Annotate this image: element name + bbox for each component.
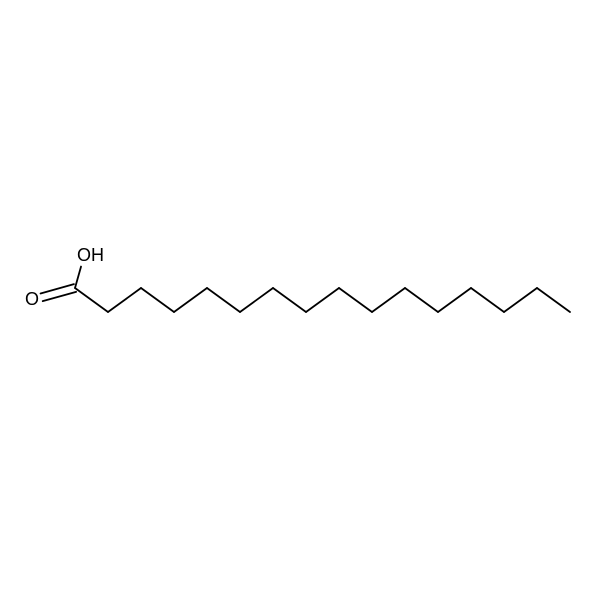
oxygen-double-label: O	[25, 289, 39, 309]
hydroxyl-label: OH	[77, 245, 104, 265]
molecule-diagram: O OH	[0, 0, 600, 600]
atom-labels: O OH	[25, 245, 104, 309]
bonds	[41, 267, 570, 312]
